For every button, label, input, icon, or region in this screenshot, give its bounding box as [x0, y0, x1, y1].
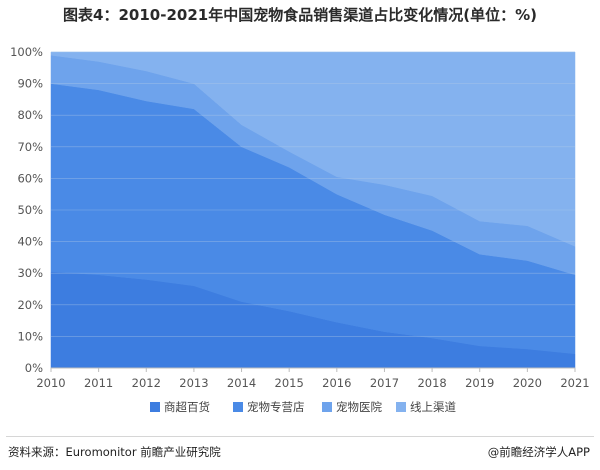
footer-divider	[6, 436, 594, 437]
footer: 资料来源：Euromonitor 前瞻产业研究院 @前瞻经济学人APP	[0, 436, 600, 470]
y-tick-label: 80%	[17, 108, 43, 122]
y-tick-label: 60%	[17, 171, 43, 185]
y-tick-label: 10%	[17, 329, 43, 343]
x-tick-label: 2014	[227, 376, 256, 390]
legend-swatch	[233, 402, 243, 412]
x-tick-label: 2016	[322, 376, 351, 390]
legend-label: 商超百货	[164, 400, 210, 414]
source-note: 资料来源：Euromonitor 前瞻产业研究院	[8, 445, 221, 459]
legend: 商超百货 宠物专营店 宠物医院 线上渠道	[150, 400, 456, 414]
legend-label: 宠物医院	[336, 400, 382, 414]
x-tick-label: 2018	[417, 376, 446, 390]
chart-title: 图表4：2010-2021年中国宠物食品销售渠道占比变化情况(单位：%)	[63, 6, 537, 24]
legend-item-2: 宠物专营店	[233, 400, 305, 414]
legend-swatch	[322, 402, 332, 412]
y-tick-label: 20%	[17, 298, 43, 312]
x-tick-label: 2011	[84, 376, 113, 390]
x-axis: 2010 2011 2012 2013 2014 2015 2016 2017 2018 2019…	[36, 367, 590, 390]
x-tick-label: 2012	[132, 376, 161, 390]
legend-label: 宠物专营店	[247, 400, 305, 414]
x-tick-label: 2015	[275, 376, 304, 390]
x-tick-label: 2017	[370, 376, 399, 390]
y-tick-label: 30%	[17, 266, 43, 280]
gridlines	[51, 51, 575, 337]
x-tick-label: 2013	[179, 376, 208, 390]
credit-note: @前瞻经济学人APP	[487, 445, 590, 459]
legend-swatch	[150, 402, 160, 412]
x-tick-label: 2010	[36, 376, 65, 390]
y-tick-label: 70%	[17, 140, 43, 154]
y-tick-label: 100%	[10, 45, 43, 59]
x-tick-label: 2019	[465, 376, 494, 390]
y-tick-label: 50%	[17, 203, 43, 217]
legend-item-3: 宠物医院	[322, 400, 382, 414]
legend-label: 线上渠道	[410, 400, 456, 414]
series-areas	[50, 51, 576, 369]
x-tick-label: 2020	[513, 376, 542, 390]
legend-swatch	[396, 402, 406, 412]
y-tick-label: 90%	[17, 77, 43, 91]
legend-item-4: 线上渠道	[396, 400, 456, 414]
stacked-area-chart: 0%10%20%30%40%50%60%70%80%90%100% 2010 20…	[10, 45, 590, 414]
x-tick-label: 2021	[560, 376, 589, 390]
y-tick-label: 40%	[17, 235, 43, 249]
y-axis: 0% 10% 20% 30% 40% 50% 60% 70% 80% 90% 100%	[10, 45, 43, 375]
legend-item-1: 商超百货	[150, 400, 210, 414]
y-tick-label: 0%	[25, 361, 43, 375]
